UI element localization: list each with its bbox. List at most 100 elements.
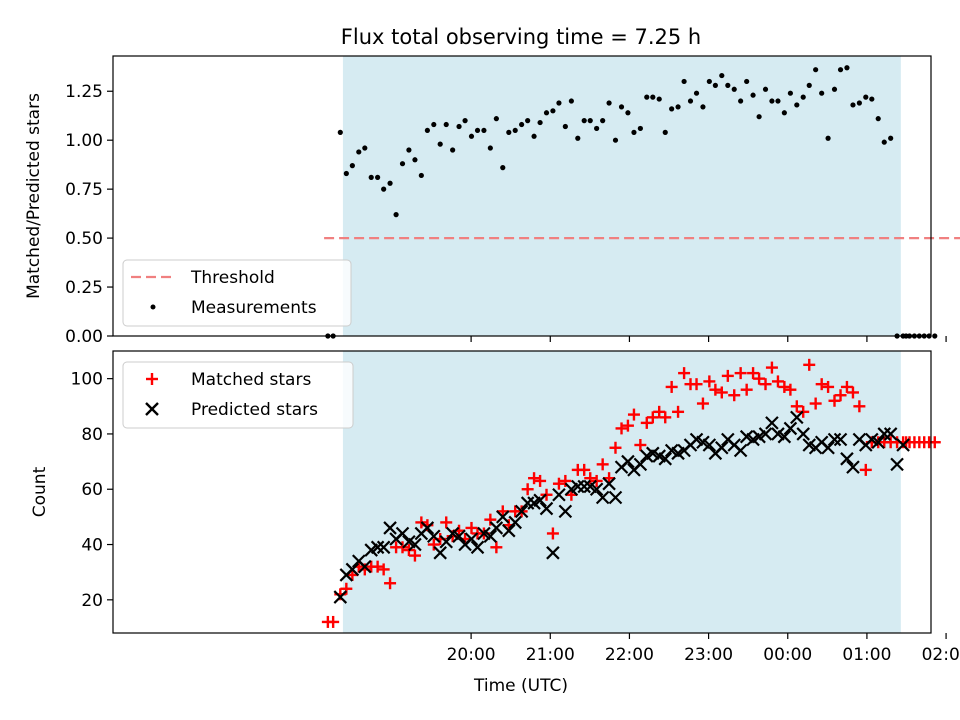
predicted-star-point bbox=[376, 540, 391, 555]
measurement-point bbox=[631, 129, 637, 135]
measurement-point bbox=[493, 116, 499, 122]
measurement-point bbox=[769, 98, 775, 104]
measurement-point bbox=[725, 82, 731, 88]
measurement-point bbox=[612, 137, 619, 143]
measurement-point bbox=[693, 90, 700, 96]
legend-matched-label: Matched stars bbox=[191, 370, 311, 390]
legend-predicted-swatch bbox=[145, 402, 159, 416]
predicted-star-point bbox=[546, 546, 560, 560]
measurement-point bbox=[512, 127, 518, 134]
bottom-x-tick-label: 02:00 bbox=[922, 645, 960, 665]
measurement-point bbox=[600, 118, 606, 124]
measurement-point bbox=[337, 129, 343, 135]
top-observing-window bbox=[342, 56, 901, 336]
top-y-tick-label: 0.50 bbox=[65, 229, 103, 249]
top-y-axis: 0.00 0.25 0.50 0.75 1.00 1.25 bbox=[65, 82, 113, 347]
predicted-star-point bbox=[514, 504, 529, 519]
measurement-point bbox=[349, 163, 355, 169]
measurement-point bbox=[506, 129, 512, 135]
measurements-points bbox=[325, 65, 938, 339]
predicted-star-point bbox=[464, 532, 479, 546]
legend-measurements-swatch bbox=[150, 304, 156, 310]
measurement-point bbox=[474, 127, 481, 134]
measurement-point bbox=[844, 65, 850, 71]
predicted-star-point bbox=[877, 427, 892, 441]
predicted-star-point bbox=[483, 529, 498, 544]
predicted-star-point bbox=[833, 432, 848, 447]
top-y-tick-label: 1.25 bbox=[65, 82, 103, 102]
predicted-star-point bbox=[452, 529, 466, 544]
predicted-star-point bbox=[445, 526, 460, 541]
measurement-point bbox=[568, 98, 574, 104]
bottom-y-tick-label: 80 bbox=[81, 425, 103, 445]
predicted-star-point bbox=[420, 521, 435, 535]
top-y-label: Matched/Predicted stars bbox=[24, 93, 44, 299]
measurement-point bbox=[637, 125, 643, 132]
predicted-star-point bbox=[783, 421, 798, 436]
measurement-point bbox=[644, 94, 650, 100]
top-panel: 0.00 0.25 0.50 0.75 1.00 1.25 Matched/Predict… bbox=[24, 55, 960, 347]
measurement-point bbox=[343, 170, 349, 177]
predicted-star-point bbox=[495, 510, 510, 524]
bottom-y-tick-label: 100 bbox=[71, 370, 103, 390]
bottom-legend-box bbox=[122, 361, 354, 429]
measurement-point bbox=[787, 90, 793, 96]
bottom-axes-frame bbox=[112, 350, 932, 634]
predicted-star-point bbox=[552, 487, 566, 502]
bottom-x-tick-label: 00:00 bbox=[763, 645, 812, 665]
measurement-point bbox=[781, 110, 787, 116]
top-y-tick-label: 0.75 bbox=[65, 180, 103, 200]
measurement-point bbox=[424, 127, 430, 134]
predicted-star-point bbox=[840, 452, 854, 466]
measurement-point bbox=[794, 102, 800, 108]
predicted-star-point bbox=[595, 490, 610, 505]
measurement-point bbox=[831, 86, 838, 92]
predicted-star-point bbox=[383, 521, 397, 535]
predicted-star-point bbox=[771, 427, 785, 441]
measurement-point bbox=[625, 110, 631, 116]
measurement-point bbox=[418, 172, 424, 179]
predicted-star-point bbox=[758, 427, 773, 441]
measurement-point bbox=[362, 145, 368, 151]
predicted-star-point bbox=[408, 537, 422, 552]
predicted-star-point bbox=[739, 429, 754, 444]
measurement-point bbox=[519, 121, 525, 128]
top-legend: Threshold Measurements bbox=[122, 259, 352, 327]
predicted-star-point bbox=[439, 534, 454, 549]
measurement-point bbox=[406, 147, 412, 153]
bottom-y-tick-label: 40 bbox=[81, 536, 103, 556]
measurement-point bbox=[531, 133, 537, 139]
predicted-star-point bbox=[765, 416, 779, 430]
bottom-legend: Matched stars Predicted stars bbox=[122, 361, 354, 429]
predicted-star-point bbox=[802, 438, 817, 452]
measurement-point bbox=[756, 114, 762, 120]
predicted-star-point bbox=[821, 440, 835, 455]
chart-title: Flux total observing time = 7.25 h bbox=[341, 25, 701, 49]
predicted-star-point bbox=[395, 526, 410, 541]
bottom-x-tick-label: 20:00 bbox=[447, 645, 496, 665]
bottom-panel: 20 40 60 80 100 20:00 21:00 22:00 23:00 00:00 01:… bbox=[30, 350, 960, 696]
predicted-star-point bbox=[539, 501, 554, 516]
measurement-point bbox=[687, 98, 694, 104]
measurement-point bbox=[863, 94, 869, 100]
predicted-star-point bbox=[402, 534, 416, 549]
measurement-point bbox=[556, 100, 562, 106]
measurement-point bbox=[443, 121, 449, 128]
top-y-tick-label: 1.00 bbox=[65, 131, 103, 151]
predicted-star-point bbox=[589, 482, 604, 497]
measurement-point bbox=[387, 180, 393, 186]
predicted-star-point bbox=[608, 490, 623, 505]
predicted-star-point bbox=[827, 432, 842, 447]
measurement-point bbox=[850, 102, 856, 108]
predicted-star-point bbox=[733, 443, 748, 458]
measurement-point bbox=[594, 125, 600, 132]
predicted-star-point bbox=[696, 435, 710, 450]
measurement-point bbox=[869, 96, 875, 102]
predicted-star-point bbox=[658, 452, 673, 466]
predicted-star-point bbox=[489, 521, 504, 535]
measurement-point bbox=[656, 96, 662, 102]
measurement-point bbox=[356, 149, 362, 155]
predicted-star-point bbox=[508, 515, 522, 530]
measurement-point bbox=[393, 212, 399, 218]
measurement-point bbox=[712, 82, 718, 88]
